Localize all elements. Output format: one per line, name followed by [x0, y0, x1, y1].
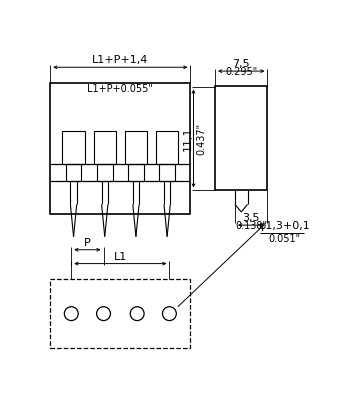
Bar	[50, 83, 190, 214]
Bar	[62, 131, 85, 164]
Bar	[159, 164, 175, 181]
Text: 11,1: 11,1	[182, 126, 192, 151]
Bar	[97, 164, 112, 181]
Text: 7,5: 7,5	[233, 59, 250, 69]
Bar	[125, 131, 147, 164]
Text: L1+P+0.055": L1+P+0.055"	[88, 84, 153, 94]
Text: 0.051": 0.051"	[268, 234, 300, 244]
Bar	[156, 131, 178, 164]
Text: P: P	[84, 238, 91, 248]
Text: 0.138": 0.138"	[235, 221, 267, 231]
Text: 3,5: 3,5	[243, 213, 260, 223]
Bar	[50, 279, 190, 348]
Bar	[215, 86, 267, 190]
Text: 0.295": 0.295"	[225, 67, 257, 77]
Bar	[66, 164, 81, 181]
Text: 0.437": 0.437"	[196, 122, 206, 154]
Bar	[93, 131, 116, 164]
Text: L1: L1	[114, 252, 127, 262]
Text: L1+P+1,4: L1+P+1,4	[92, 55, 148, 65]
Text: φ1,3+0,1: φ1,3+0,1	[258, 221, 310, 231]
Bar	[128, 164, 144, 181]
